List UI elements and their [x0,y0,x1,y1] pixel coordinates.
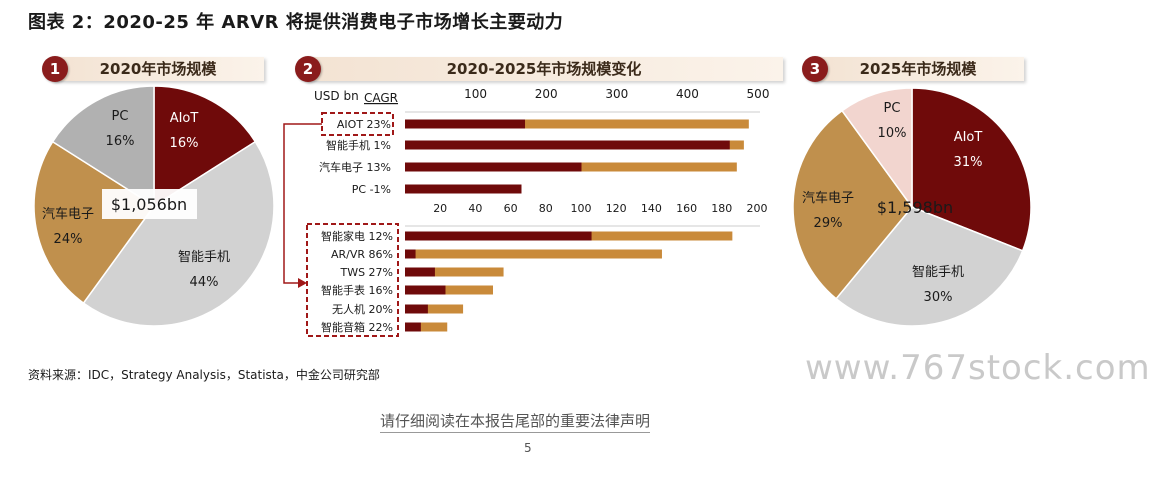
panel1-header: 2020年市场规模 [52,57,264,81]
connector-arrowhead [298,278,307,288]
pie2020-slice-label-2: 汽车电子 [42,206,94,222]
bar-top-2020-1 [405,140,730,150]
bar-bottom-total-5 [405,322,448,332]
bar-top-2020-0 [405,119,526,129]
pie2025-slice-label-0: AIoT [954,130,983,145]
panel2-badge: 2 [295,56,321,82]
bar-bottom-tick-5: 120 [606,202,627,215]
bar-bottom-category-5: 智能音箱 22% [321,320,393,334]
bar-unit-label: USD bn [314,89,359,103]
bar-bottom-2020-3 [405,285,446,295]
panel2-header: 2020-2025年市场规模变化 [305,57,783,81]
bar-bottom-category-1: AR/VR 86% [331,248,393,261]
pie2025-total-label: $1,598bn [877,198,953,217]
pie2025-slice-label-2: 汽车电子 [802,190,854,206]
source-note: 资料来源：IDC，Strategy Analysis，Statista，中金公司… [28,368,380,382]
bar-bottom-tick-0: 20 [433,202,447,215]
pie2020-slice-2 [33,140,156,305]
bar-top-2020-2 [405,162,582,172]
bar-bottom-2020-0 [405,231,592,241]
pie2020-total-label: $1,056bn [111,195,187,214]
bar-bottom-tick-6: 140 [641,202,662,215]
bar-bottom-total-2 [405,267,504,277]
bar-top-tick-1: 200 [535,87,558,101]
bar-top-category-3: PC -1% [352,183,391,196]
bar-bottom-category-0: 智能家电 12% [321,229,393,243]
pie2025-slice-1 [835,206,1024,327]
bar-bottom-category-4: 无人机 20% [332,302,393,316]
bar-bottom-total-3 [405,285,493,295]
bar-top-tick-2: 300 [605,87,628,101]
pie2025-slice-label-3: PC [884,101,901,116]
bar-bottom-category-3: 智能手表 16% [321,283,393,297]
bar-bottom-2020-1 [405,249,416,259]
page-number: 5 [524,441,532,455]
bar-bottom-2020-2 [405,267,435,277]
pie2020-slice-value-2: 24% [54,232,83,247]
disclaimer-link[interactable]: 请仔细阅读在本报告尾部的重要法律声明 [380,410,651,433]
pie2020-slice-label-3: PC [112,109,129,124]
pie2020-slice-value-0: 16% [170,136,199,151]
bar-top-tick-0: 100 [464,87,487,101]
connector-line [283,123,322,284]
pie2025-slice-3 [841,87,913,210]
panel3-header: 2025年市场规模 [812,57,1024,81]
bar-bottom-tick-7: 160 [676,202,697,215]
pie2020-slice-label-0: AIoT [170,111,199,126]
watermark: www.767stock.com [805,348,1151,388]
bar-bottom-category-2: TWS 27% [339,266,393,279]
bar-bottom-total-1 [405,249,662,259]
bar-bottom-2020-5 [405,322,421,332]
pie2020-slice-1 [82,140,275,327]
bar-bottom-tick-9: 200 [747,202,768,215]
bar-cagr-label: CAGR [364,91,398,105]
pie2020-slice-value-3: 16% [106,134,135,149]
pie2025-slice-0 [911,87,1032,252]
pie2025-slice-value-2: 29% [814,216,843,231]
pie2025-slice-value-3: 10% [878,126,907,141]
bar-top-category-2: 汽车电子 13% [319,160,391,174]
bar-top-category-1: 智能手机 1% [326,138,391,152]
bar-bottom-total-4 [405,304,464,314]
aiot-highlight-box [321,112,394,136]
bar-top-tick-3: 400 [676,87,699,101]
pie2020-center-box [102,189,197,219]
bar-top-total-0 [405,119,749,129]
pie2025-slice-value-1: 30% [924,290,953,305]
figure-title: 图表 2：2020-25 年 ARVR 将提供消费电子市场增长主要动力 [28,12,564,33]
bar-bottom-tick-4: 100 [571,202,592,215]
panel3-badge: 3 [802,56,828,82]
new-devices-highlight-box [306,223,399,337]
pie2020-slice-label-1: 智能手机 [178,250,230,265]
bar-bottom-tick-1: 40 [468,202,482,215]
bar-bottom-tick-3: 80 [539,202,553,215]
panel1-badge: 1 [42,56,68,82]
bar-bottom-tick-2: 60 [504,202,518,215]
bar-bottom-2020-4 [405,304,428,314]
pie2025-slice-value-0: 31% [954,155,983,170]
bar-bottom-tick-8: 180 [711,202,732,215]
pie2020-slice-value-1: 44% [190,275,219,290]
pie2020-slice-3 [51,85,155,208]
bar-top-2020-3 [405,184,522,194]
bar-top-category-0: AIOT 23% [337,118,391,131]
pie2025-slice-label-1: 智能手机 [912,265,964,280]
pie2025-slice-2 [792,109,913,300]
bar-top-tick-4: 500 [747,87,770,101]
pie2020-slice-0 [153,85,257,208]
